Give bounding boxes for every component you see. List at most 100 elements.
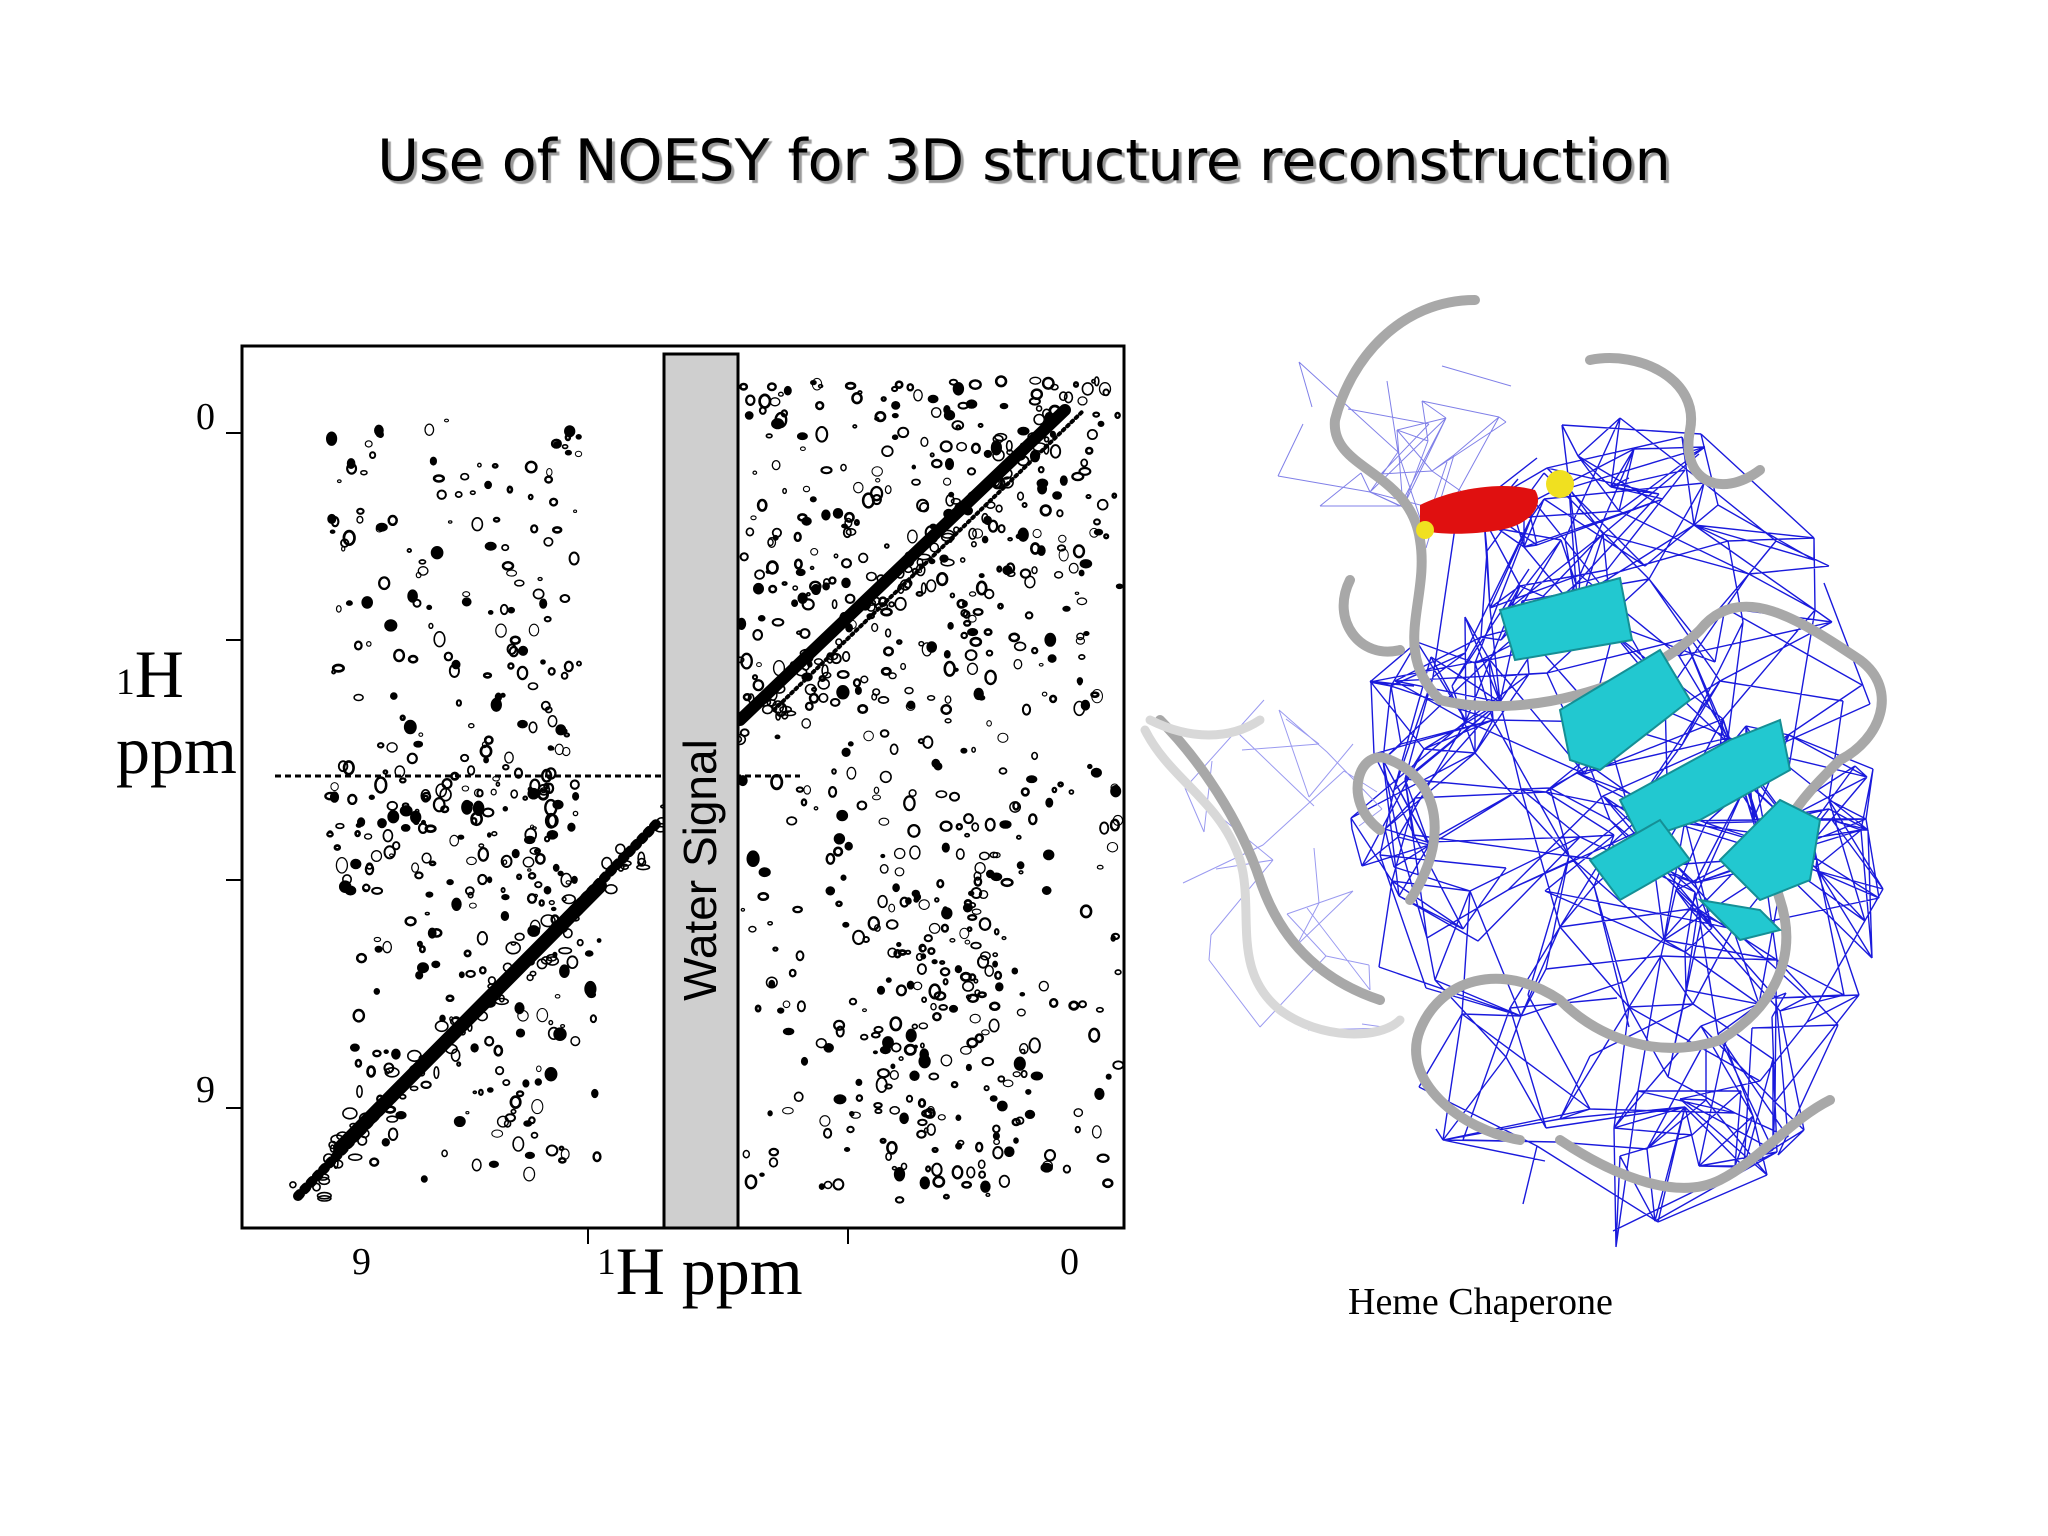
- cross-peak: [940, 558, 955, 567]
- cross-peak: [522, 1079, 530, 1088]
- cross-peak: [548, 1019, 554, 1026]
- cross-peak: [406, 752, 418, 765]
- cross-peak: [871, 622, 879, 633]
- cross-peak: [1068, 789, 1075, 795]
- cross-peak: [968, 901, 977, 909]
- cross-peak: [960, 631, 969, 640]
- cross-peak: [995, 982, 1004, 992]
- cross-peak: [872, 794, 881, 801]
- cross-peak: [874, 1108, 883, 1115]
- cross-peak: [491, 1129, 504, 1138]
- cross-peak: [919, 1176, 930, 1190]
- cross-peak: [463, 949, 472, 958]
- cross-peak: [524, 835, 536, 845]
- cross-peak: [782, 1027, 795, 1036]
- cross-peak: [481, 741, 488, 749]
- cross-peak: [925, 579, 937, 593]
- cross-peak: [637, 851, 646, 866]
- cross-peak: [823, 1042, 834, 1053]
- cross-peak: [1000, 877, 1014, 888]
- cross-peak: [524, 460, 538, 474]
- cross-peak: [813, 806, 819, 811]
- cross-peak: [559, 593, 571, 604]
- cross-peak: [446, 879, 454, 886]
- cross-peak: [893, 847, 906, 860]
- cross-peak: [992, 449, 1005, 462]
- cross-peak: [561, 443, 569, 450]
- cross-peak: [466, 765, 476, 776]
- cross-peak: [966, 1166, 976, 1179]
- cross-peak: [903, 795, 916, 812]
- cross-peak: [424, 911, 430, 916]
- cross-peak: [846, 766, 857, 780]
- cross-peak: [517, 719, 528, 729]
- cross-peak: [384, 619, 398, 632]
- cross-peak: [919, 945, 927, 952]
- cross-peak: [997, 602, 1004, 610]
- cross-peak: [888, 601, 895, 608]
- cross-peak: [955, 822, 964, 831]
- cross-peak: [460, 753, 470, 763]
- cross-peak: [1012, 1071, 1021, 1078]
- cross-peak: [365, 641, 372, 647]
- cross-peak: [1004, 1146, 1015, 1158]
- cross-peak: [562, 928, 573, 939]
- cross-peak: [932, 1175, 946, 1188]
- cross-peak: [345, 600, 353, 606]
- cross-peak: [768, 1157, 779, 1168]
- cross-peak: [756, 662, 762, 668]
- cross-peak: [942, 978, 949, 986]
- water-signal-band: [662, 352, 740, 1230]
- cross-peak: [289, 1181, 297, 1189]
- cross-peak: [993, 1138, 1001, 1146]
- cross-peak: [971, 908, 982, 915]
- cross-peak: [534, 1078, 542, 1086]
- cross-peak: [428, 860, 437, 867]
- cross-peak: [1077, 396, 1088, 406]
- cross-peak: [1071, 471, 1085, 482]
- cross-peak: [815, 425, 829, 443]
- cross-peak: [978, 1170, 987, 1179]
- cross-peak: [1020, 1069, 1028, 1079]
- cross-peak: [894, 596, 907, 611]
- cross-peak: [558, 1145, 565, 1152]
- cross-peak: [918, 899, 930, 910]
- cross-peak: [331, 669, 337, 675]
- cross-peak: [469, 490, 476, 496]
- cross-peak: [978, 573, 985, 579]
- cross-peak: [563, 732, 571, 738]
- cross-peak: [911, 478, 921, 486]
- cross-peak: [1049, 444, 1062, 459]
- cross-peak: [943, 660, 956, 677]
- cross-peak: [363, 833, 373, 840]
- cross-peak: [472, 800, 485, 816]
- cross-peak: [552, 863, 560, 872]
- cross-peak: [454, 491, 463, 498]
- cross-peak: [370, 850, 383, 862]
- cross-peak: [880, 396, 887, 402]
- cross-peak: [939, 960, 946, 965]
- cross-peak: [1048, 694, 1058, 704]
- cross-peak: [985, 1192, 991, 1198]
- cross-peak: [484, 541, 497, 551]
- cross-peak: [501, 893, 510, 901]
- cross-peak: [939, 440, 953, 453]
- cross-peak: [983, 628, 993, 637]
- cross-peak: [530, 524, 539, 534]
- cross-peak: [1047, 654, 1057, 663]
- cross-peak: [502, 1079, 511, 1087]
- cross-peak: [880, 853, 886, 859]
- cross-peak: [879, 770, 892, 784]
- cross-peak: [970, 941, 982, 950]
- cross-peak: [498, 994, 505, 1003]
- cross-peak: [1045, 797, 1054, 808]
- cross-peak: [575, 433, 582, 440]
- cross-peak: [364, 863, 375, 876]
- cross-peak: [545, 953, 558, 962]
- cross-peak: [823, 1180, 833, 1190]
- cross-peak: [1035, 405, 1043, 412]
- cross-peak: [514, 932, 525, 941]
- cross-peak: [1096, 498, 1109, 511]
- cross-peak: [431, 960, 441, 969]
- cross-peak: [477, 846, 490, 862]
